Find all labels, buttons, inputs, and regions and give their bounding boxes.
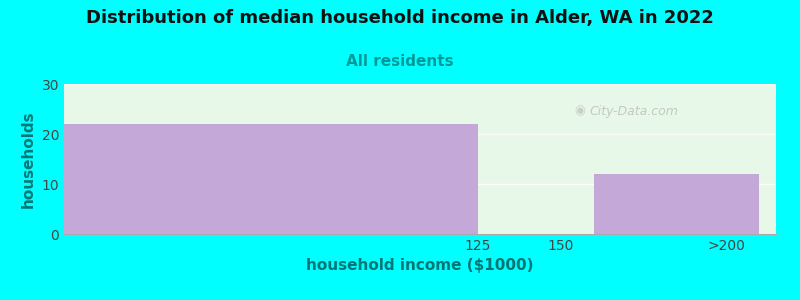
Y-axis label: households: households [21,110,36,208]
X-axis label: household income ($1000): household income ($1000) [306,258,534,273]
Text: Distribution of median household income in Alder, WA in 2022: Distribution of median household income … [86,9,714,27]
Text: All residents: All residents [346,54,454,69]
Bar [594,174,759,234]
Bar [64,124,478,234]
Text: ◉: ◉ [574,104,586,118]
Text: City-Data.com: City-Data.com [589,104,678,118]
